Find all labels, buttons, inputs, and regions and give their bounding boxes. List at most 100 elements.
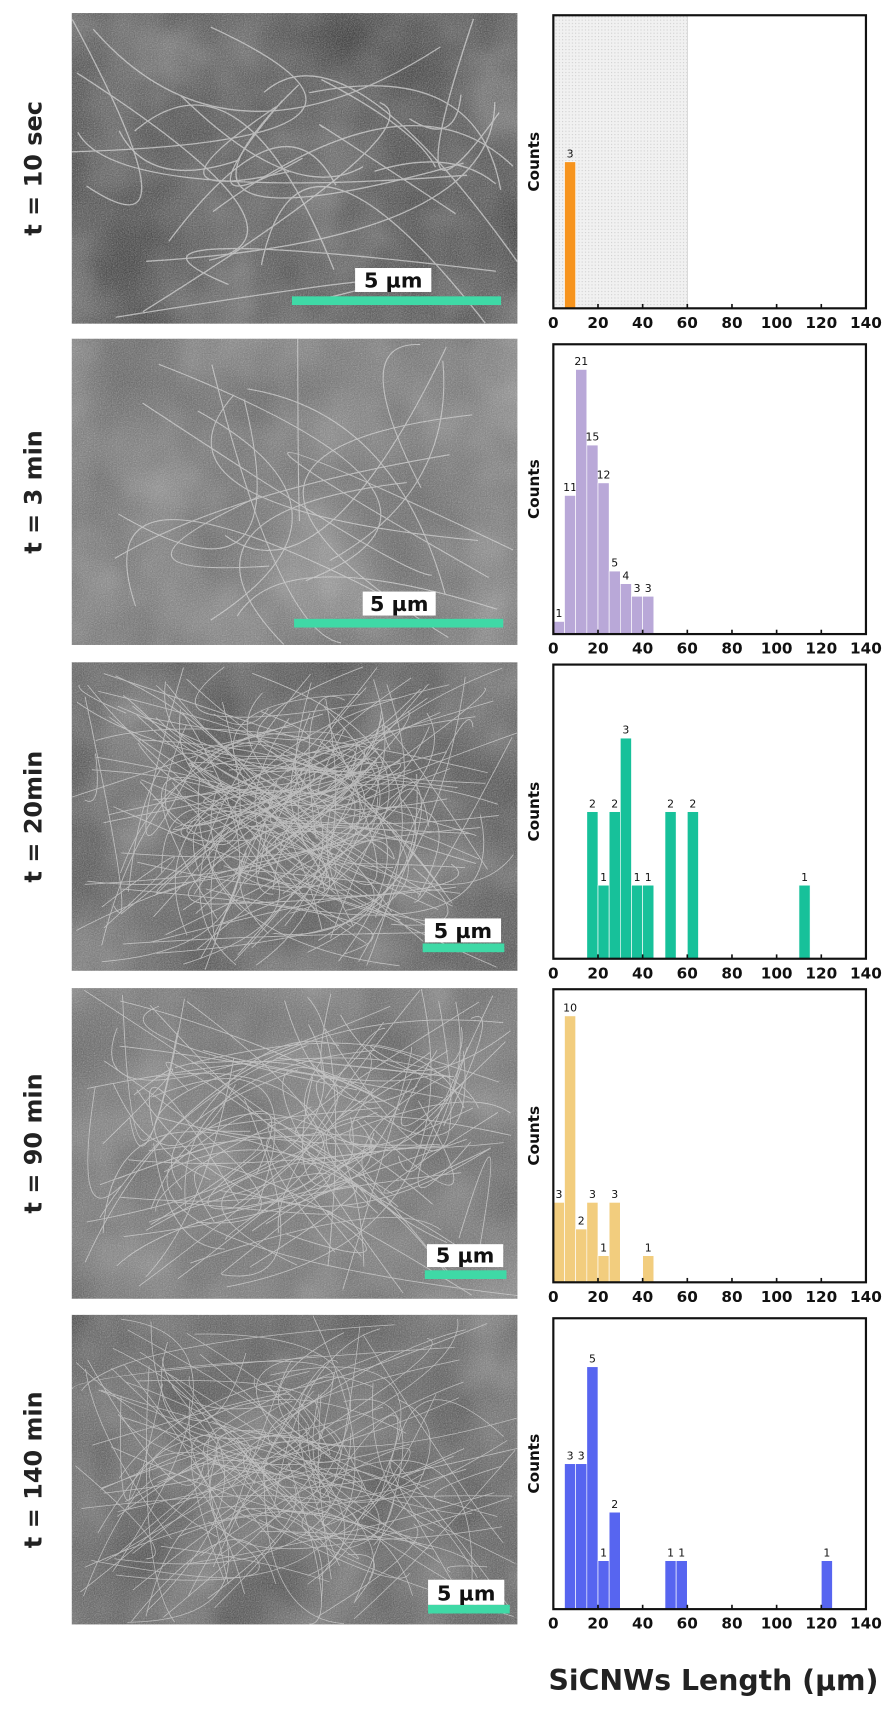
y-axis-label: Counts — [525, 132, 543, 192]
x-tick-label: 120 — [805, 964, 837, 982]
scale-bar-label: 5 µm — [370, 592, 428, 616]
bar — [587, 1367, 598, 1609]
y-axis-label: Counts — [525, 1434, 543, 1494]
x-tick-label: 120 — [805, 640, 837, 658]
bar — [799, 885, 810, 959]
bar — [587, 1202, 598, 1282]
value-label: 1 — [634, 871, 641, 884]
x-tick-label: 140 — [850, 1615, 882, 1633]
bar — [687, 812, 698, 959]
value-label: 3 — [645, 582, 652, 595]
bar — [620, 584, 631, 634]
bar — [564, 1016, 575, 1282]
bar — [609, 812, 620, 959]
value-label: 2 — [578, 1215, 585, 1228]
value-label: 2 — [689, 797, 696, 810]
bar — [564, 1464, 575, 1609]
bar — [609, 1202, 620, 1282]
bar — [587, 812, 598, 959]
bar — [643, 885, 654, 959]
micrograph-noise — [72, 13, 517, 323]
value-label: 10 — [563, 1002, 577, 1015]
x-tick-label: 0 — [548, 1288, 559, 1306]
y-axis-label: Counts — [525, 459, 543, 519]
x-tick-label: 80 — [721, 1615, 742, 1633]
figure: SiCNWs Length (µm) 5 µmt = 10 sec3020406… — [0, 0, 891, 1717]
x-tick-label: 40 — [632, 964, 653, 982]
panel-label: t = 20min — [19, 751, 47, 883]
bar — [665, 812, 676, 959]
value-label: 3 — [611, 1188, 618, 1201]
value-label: 1 — [801, 871, 808, 884]
x-tick-label: 100 — [761, 314, 793, 332]
scale-bar-label: 5 µm — [436, 1244, 494, 1268]
value-label: 3 — [634, 582, 641, 595]
x-tick-label: 80 — [721, 640, 742, 658]
value-label: 3 — [567, 147, 574, 160]
value-label: 5 — [589, 1352, 596, 1365]
x-tick-label: 0 — [548, 964, 559, 982]
value-label: 1 — [678, 1546, 685, 1559]
bar — [676, 1561, 687, 1609]
scale-bar-label: 5 µm — [434, 919, 492, 943]
bar — [576, 1229, 587, 1282]
value-label: 1 — [823, 1546, 830, 1559]
value-label: 15 — [585, 431, 599, 444]
scale-bar-label: 5 µm — [364, 269, 422, 293]
x-tick-label: 20 — [587, 314, 608, 332]
value-label: 11 — [563, 481, 577, 494]
bar — [598, 1561, 609, 1609]
page: SiCNWs Length (µm) 5 µmt = 10 sec3020406… — [0, 0, 891, 1717]
panel-label: t = 3 min — [19, 430, 47, 553]
value-label: 2 — [589, 797, 596, 810]
x-tick-label: 120 — [805, 1615, 837, 1633]
bar — [821, 1561, 832, 1609]
value-label: 3 — [622, 724, 629, 737]
value-label: 2 — [667, 797, 674, 810]
scale-bar-label: 5 µm — [437, 1581, 495, 1605]
x-tick-label: 60 — [677, 640, 698, 658]
panel-label: t = 140 min — [19, 1391, 47, 1548]
value-label: 2 — [611, 797, 618, 810]
x-tick-label: 80 — [721, 964, 742, 982]
value-label: 4 — [622, 569, 629, 582]
value-label: 12 — [597, 469, 611, 482]
value-label: 3 — [567, 1449, 574, 1462]
x-tick-label: 60 — [677, 314, 698, 332]
x-tick-label: 80 — [721, 1288, 742, 1306]
x-tick-label: 100 — [761, 1615, 793, 1633]
micrograph-noise — [72, 339, 517, 645]
value-label: 1 — [645, 871, 652, 884]
x-tick-label: 20 — [587, 640, 608, 658]
bar — [665, 1561, 676, 1609]
value-label: 5 — [611, 557, 618, 570]
value-label: 3 — [578, 1449, 585, 1462]
value-label: 1 — [600, 1546, 607, 1559]
x-tick-label: 40 — [632, 1615, 653, 1633]
value-label: 3 — [589, 1188, 596, 1201]
x-tick-label: 0 — [548, 1615, 559, 1633]
x-tick-label: 20 — [587, 964, 608, 982]
x-tick-label: 140 — [850, 640, 882, 658]
value-label: 3 — [555, 1188, 562, 1201]
y-axis-label: Counts — [525, 1106, 543, 1166]
x-tick-label: 100 — [761, 964, 793, 982]
scale-bar — [425, 1270, 507, 1279]
x-tick-label: 60 — [677, 964, 698, 982]
bar — [564, 495, 575, 634]
bar — [576, 1464, 587, 1609]
bar — [643, 1256, 654, 1283]
x-tick-label: 140 — [850, 314, 882, 332]
x-tick-label: 140 — [850, 964, 882, 982]
bar — [631, 596, 642, 634]
scale-bar — [428, 1605, 510, 1614]
bar — [553, 1202, 564, 1282]
bar — [598, 1256, 609, 1283]
x-tick-label: 100 — [761, 640, 793, 658]
x-tick-label: 60 — [677, 1288, 698, 1306]
panel-label: t = 90 min — [19, 1073, 47, 1213]
bar — [564, 162, 575, 309]
bar — [620, 738, 631, 959]
x-tick-label: 20 — [587, 1288, 608, 1306]
x-tick-label: 140 — [850, 1288, 882, 1306]
